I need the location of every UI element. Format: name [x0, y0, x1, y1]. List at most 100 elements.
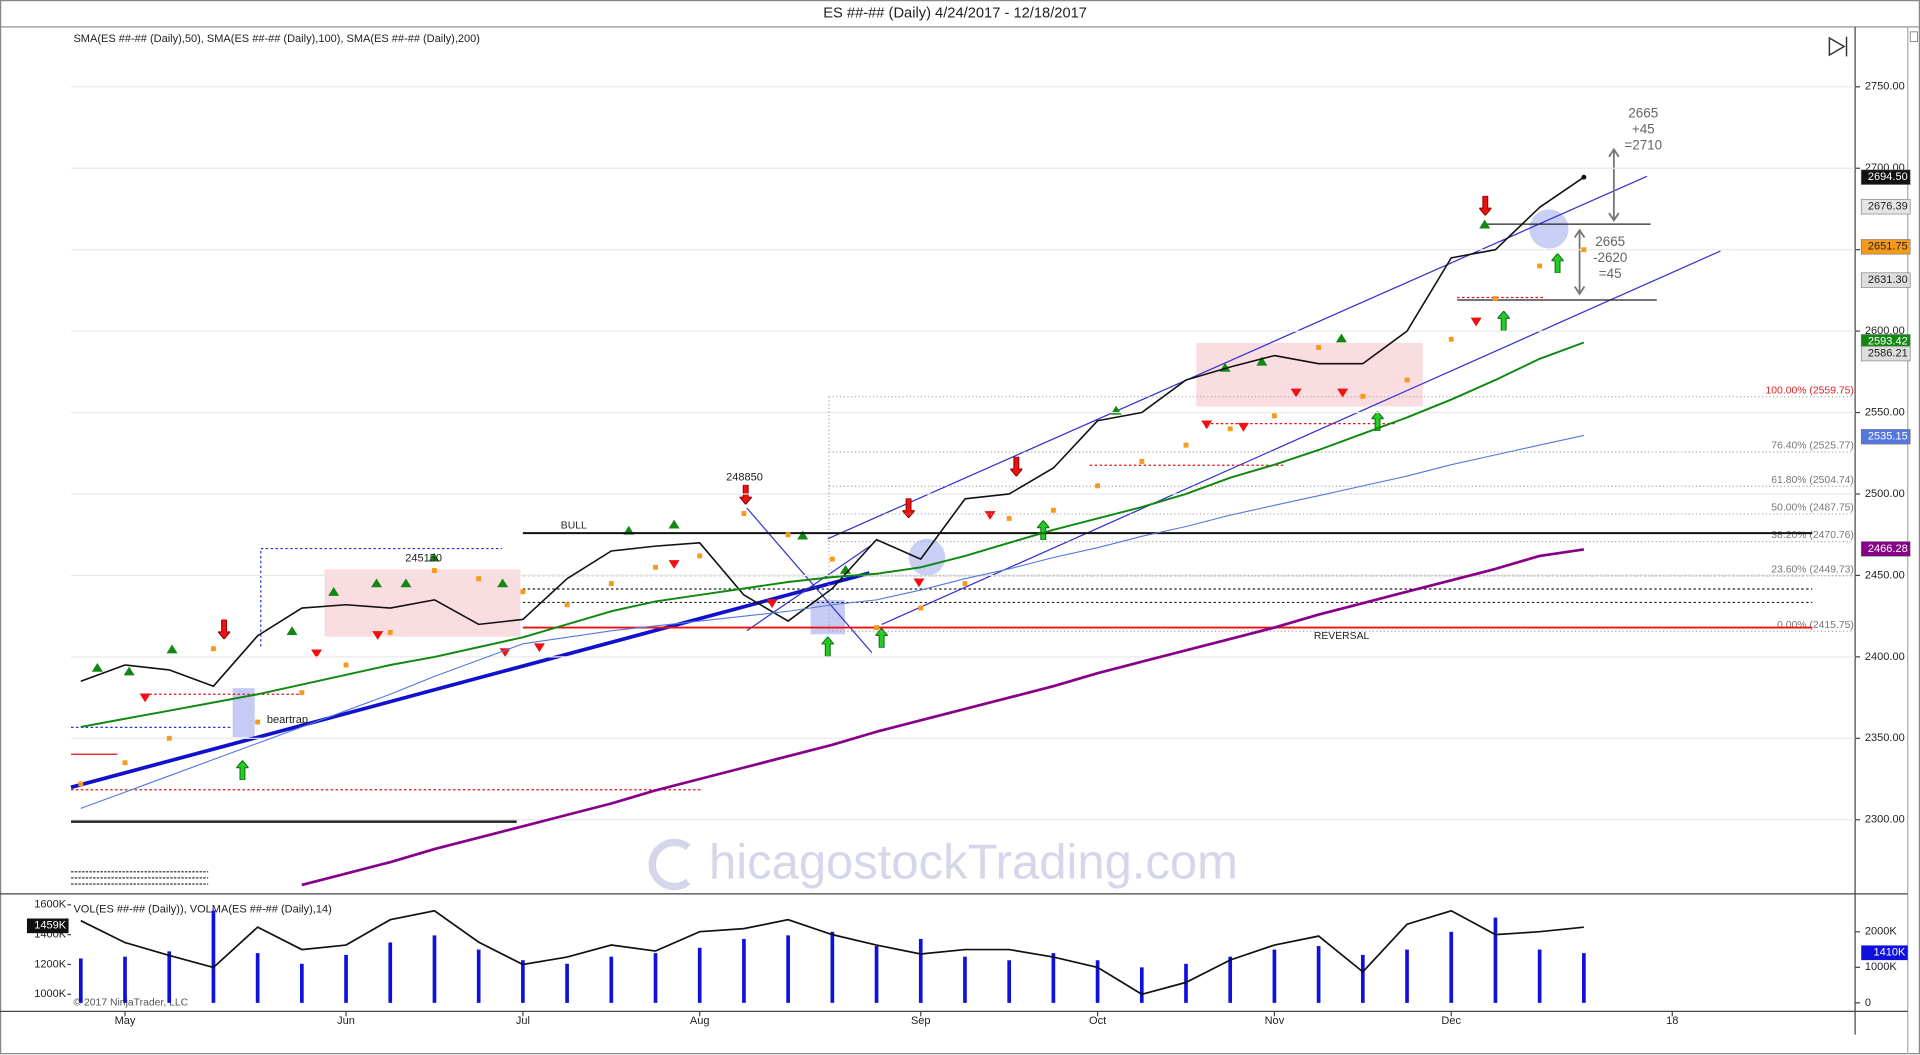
sar-dot [785, 532, 791, 538]
price-marker-label: 2651.75 [1868, 241, 1908, 253]
sar-dot [343, 662, 349, 668]
price-marker [1860, 272, 1911, 288]
volume-bar [1184, 963, 1188, 1003]
volume-bar [78, 958, 83, 1003]
watermark: hicagostockTrading.com [648, 836, 1238, 891]
y-tick-label: 2450.00 [1865, 569, 1905, 581]
x-tick-label: 18 [1666, 1015, 1678, 1027]
y2-tick-label: 1000K [1865, 961, 1898, 973]
fib-label: 38.20% (2470.76) [1771, 530, 1854, 541]
volume-bar [1316, 946, 1321, 1003]
sar-dot [1183, 442, 1189, 448]
annotation: 2665 [1628, 105, 1658, 120]
volume-bar [1582, 953, 1586, 1003]
y-tick-label: 2600.00 [1865, 325, 1905, 337]
highlight [1529, 209, 1569, 249]
channel-line [746, 544, 873, 632]
zone-box [324, 569, 521, 637]
price-marker [1860, 345, 1911, 362]
volume-bar [1537, 949, 1542, 1003]
volume-bar [653, 953, 658, 1003]
sar-dot [255, 719, 261, 725]
x-tick-label: Oct [1089, 1015, 1106, 1027]
volume-label: VOL(ES ##-## (Daily)), VOLMA(ES ##-## (D… [73, 904, 331, 916]
volume-bar [874, 946, 879, 1003]
volume-bar [786, 935, 790, 1003]
volume-bar [1095, 960, 1100, 1003]
channel-line [881, 250, 1721, 626]
fib-label: 100.00% (2559.75) [1765, 385, 1853, 396]
price-marker-label: 2631.30 [1868, 274, 1908, 286]
side-button[interactable] [1909, 31, 1918, 42]
volume-bar [1272, 949, 1277, 1003]
price-marker [1860, 199, 1911, 215]
volma-line [80, 909, 1584, 996]
sar-dot [918, 605, 924, 611]
sar-dot [476, 576, 482, 582]
sar-dot [1316, 344, 1322, 350]
plot-layer: 2300.00 2350.00 2400.00 2450.00 2500.00 2550.… [26, 81, 1911, 1027]
fib-label: 61.80% (2504.74) [1771, 475, 1854, 486]
sar-dot [1448, 336, 1454, 342]
y2-tick-label: 0 [1865, 997, 1871, 1009]
sar-dot [432, 568, 437, 573]
last-point [1581, 174, 1587, 180]
price-marker [1860, 169, 1911, 185]
volume-marker-label: 1459K [34, 920, 67, 932]
y-tick-label: 1200K [34, 958, 67, 970]
skip-button[interactable] [1828, 36, 1848, 57]
volume-bar [300, 963, 304, 1003]
channel-line [827, 175, 1648, 540]
volume-bar [697, 947, 702, 1003]
volume-bar [123, 956, 127, 1003]
y-tick-label: 2300.00 [1865, 814, 1905, 826]
volume-bar [1139, 967, 1144, 1003]
price-marker-label: 2593.42 [1868, 336, 1908, 348]
volume-bar [963, 956, 967, 1003]
sar-dot [166, 735, 172, 741]
indicator-label: SMA(ES ##-## (Daily),50), SMA(ES ##-## (… [73, 33, 480, 45]
volume-bar [211, 910, 216, 1003]
volume-bar [742, 938, 746, 1003]
volume-bar [565, 963, 569, 1003]
fib-label: 50.00% (2487.75) [1771, 503, 1854, 514]
sar-dot [1404, 377, 1410, 383]
y2-tick-label: 2000K [1865, 926, 1898, 938]
watermark-logo [648, 838, 691, 891]
sar-dot [122, 760, 128, 766]
annotation: =2710 [1624, 137, 1662, 152]
price-marker [1860, 541, 1911, 557]
x-tick-label: Dec [1441, 1015, 1461, 1027]
x-tick-label: Sep [911, 1015, 931, 1027]
volume-bar [476, 949, 481, 1003]
y-tick-label: 2700.00 [1865, 162, 1905, 174]
volume-bar [1360, 954, 1365, 1003]
y-tick-label: 2400.00 [1865, 651, 1905, 663]
volume-marker-label: 1410K [1873, 947, 1906, 959]
sar-dot [210, 646, 216, 652]
annotation: beartrap [267, 714, 308, 726]
y-tick-label: 1000K [34, 988, 67, 1000]
volume-bar [1405, 949, 1409, 1003]
sar-dot [564, 602, 570, 608]
sar-dot [697, 553, 703, 559]
series-line [80, 434, 1584, 809]
highlight [908, 538, 946, 576]
annotation: =45 [1599, 266, 1622, 281]
key-level-label: REVERSAL [1314, 631, 1370, 642]
price-marker-label: 2586.21 [1868, 347, 1908, 359]
sar-dot [1006, 515, 1012, 521]
y-tick-label: 2550.00 [1865, 406, 1905, 418]
zone-box [1196, 342, 1423, 407]
annotation: 245150 [405, 552, 442, 564]
volume-bar [918, 938, 923, 1003]
volume-bar [1228, 956, 1233, 1003]
price-marker-label: 2535.15 [1868, 431, 1908, 443]
sar-dot [962, 581, 968, 587]
copyright: © 2017 NinjaTrader, LLC [73, 998, 188, 1009]
sar-dot [1271, 413, 1277, 419]
sar-dot [741, 511, 747, 516]
sar-dot [829, 556, 835, 562]
